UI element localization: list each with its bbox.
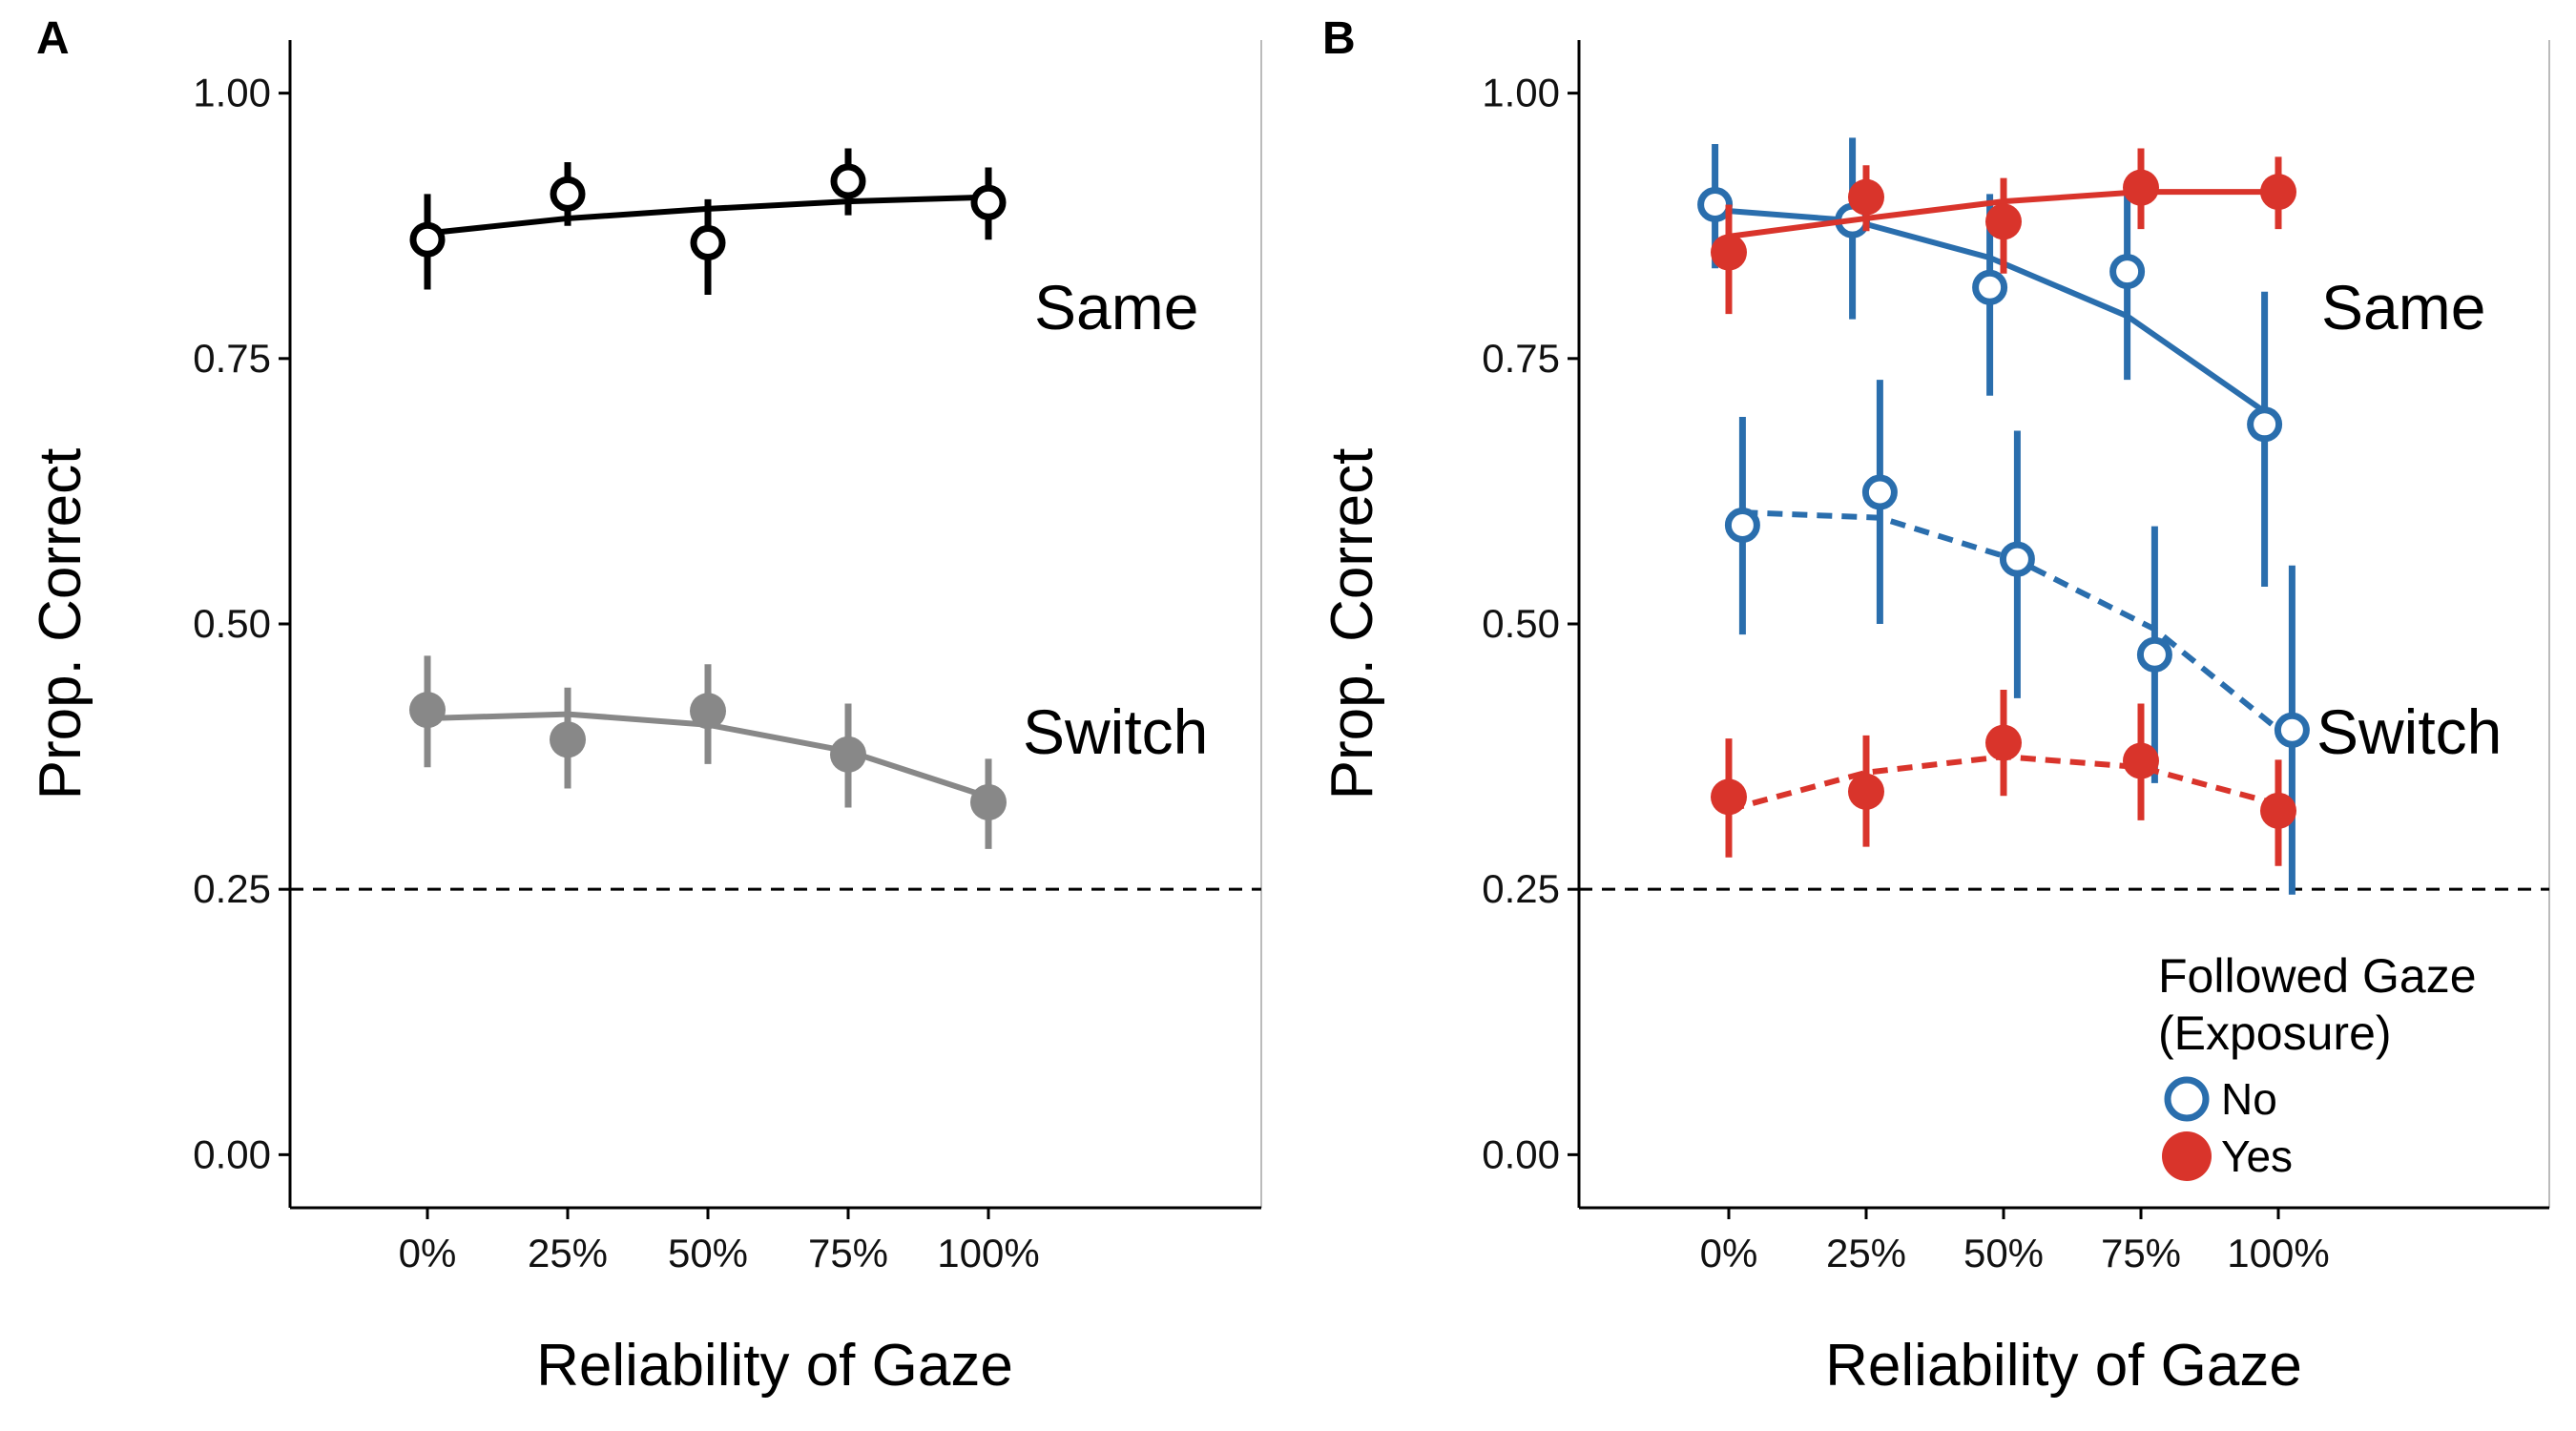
y-tick-label: 1.00 — [193, 71, 271, 115]
legend-label-yes: Yes — [2221, 1131, 2293, 1181]
data-point — [830, 736, 866, 773]
legend-subtitle: (Exposure) — [2158, 1006, 2392, 1060]
panel-label: B — [1322, 13, 1356, 64]
legend-key-no — [2164, 1076, 2210, 1122]
data-point — [2247, 406, 2283, 443]
x-tick-label: 75% — [2101, 1231, 2181, 1275]
data-point — [1848, 773, 1884, 810]
condition-label-switch: Switch — [1023, 696, 1208, 767]
x-tick-label: 0% — [399, 1231, 457, 1275]
x-axis-label: Reliability of Gaze — [1825, 1333, 2302, 1399]
data-point — [1985, 203, 2022, 240]
x-tick-label: 0% — [1700, 1231, 1758, 1275]
data-point — [1848, 178, 1884, 216]
y-tick-label: 1.00 — [1482, 71, 1560, 115]
condition-label-switch: Switch — [2316, 696, 2502, 767]
y-axis-label: Prop. Correct — [28, 448, 93, 800]
data-point — [970, 184, 1007, 220]
data-point — [1999, 541, 2035, 577]
series-switch-switch — [409, 655, 1007, 849]
legend: Followed Gaze(Exposure) No Yes — [2158, 949, 2477, 1181]
x-tick-label: 25% — [528, 1231, 608, 1275]
condition-label-same: Same — [1034, 272, 1198, 342]
data-point — [409, 692, 446, 729]
x-tick-label: 100% — [937, 1231, 1039, 1275]
data-point — [2123, 169, 2159, 206]
x-tick-label: 50% — [1963, 1231, 2044, 1275]
series-no-switch — [1724, 380, 2310, 895]
legend-title: Followed Gaze — [2158, 949, 2477, 1003]
legend-key-yes — [2162, 1131, 2212, 1181]
y-tick-label: 0.50 — [193, 601, 271, 646]
data-point — [2109, 254, 2146, 290]
data-point — [2260, 792, 2296, 829]
data-point — [409, 221, 446, 258]
data-point — [1697, 186, 1734, 222]
condition-label-same: Same — [2321, 272, 2485, 342]
y-tick-label: 0.75 — [193, 336, 271, 381]
panel-b: 0.00 0.25 0.50 0.75 1.00 0% 25% 50% 75% 100% Relia… — [1319, 13, 2550, 1399]
x-tick-label: 75% — [808, 1231, 888, 1275]
data-point — [1724, 508, 1760, 544]
data-point — [550, 176, 586, 212]
y-axis-label: Prop. Correct — [1319, 448, 1385, 800]
y-tick-label: 0.00 — [1482, 1131, 1560, 1176]
panel-label: A — [36, 13, 70, 64]
x-axis-label: Reliability of Gaze — [536, 1333, 1013, 1399]
data-point — [1711, 778, 1747, 816]
x-tick-label: 50% — [668, 1231, 748, 1275]
data-point — [2136, 636, 2172, 673]
y-tick-label: 0.25 — [193, 866, 271, 911]
data-point — [690, 225, 726, 261]
y-tick-label: 0.75 — [1482, 336, 1560, 381]
y-tick-label: 0.25 — [1482, 866, 1560, 911]
y-tick-label: 0.00 — [193, 1131, 271, 1176]
data-point — [970, 783, 1007, 820]
data-point — [1861, 474, 1898, 510]
data-point — [690, 693, 726, 730]
series-yes-switch — [1711, 689, 2296, 866]
series-yes-same — [1711, 148, 2296, 315]
data-point — [2123, 742, 2159, 779]
legend-label-no: No — [2221, 1074, 2277, 1124]
x-tick-label: 25% — [1826, 1231, 1906, 1275]
data-point — [550, 721, 586, 758]
data-point — [1985, 724, 2022, 761]
data-point — [1711, 234, 1747, 271]
data-point — [1972, 269, 2008, 305]
data-point — [2260, 174, 2296, 211]
y-tick-label: 0.50 — [1482, 601, 1560, 646]
series-same-same — [409, 148, 1007, 296]
data-point — [830, 163, 866, 199]
data-point — [2274, 712, 2310, 748]
panel-a: 0.00 0.25 0.50 0.75 1.00 0% 25% 50% 75% 100% Relia… — [28, 13, 1262, 1399]
x-tick-label: 100% — [2227, 1231, 2329, 1275]
